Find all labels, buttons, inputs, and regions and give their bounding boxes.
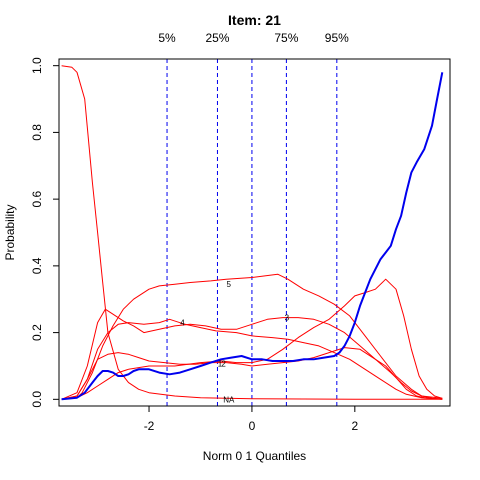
y-tick-label: 1.0 <box>30 57 44 74</box>
quantile-label: 75% <box>274 31 298 45</box>
y-axis-label: Probability <box>3 204 17 260</box>
x-axis-label: Norm 0 1 Quantiles <box>203 449 306 463</box>
y-tick-label: 0.2 <box>30 324 44 341</box>
y-tick-label: 0.0 <box>30 391 44 408</box>
option-curve-5 <box>61 273 443 400</box>
quantile-label: 5% <box>158 31 176 45</box>
x-tick-label: 2 <box>351 419 358 433</box>
x-tick-label: -2 <box>144 419 155 433</box>
item-curve <box>61 72 444 401</box>
quantile-label: 25% <box>205 31 229 45</box>
option-curve-4 <box>61 318 443 400</box>
curve-label: 4 <box>180 319 185 328</box>
curve-label: 3 <box>285 314 290 323</box>
option-curve-NA <box>61 65 443 400</box>
x-tick-label: 0 <box>249 419 256 433</box>
curve-label: NA <box>223 395 235 404</box>
plot-area <box>58 58 451 407</box>
curve-label: 2 <box>221 359 226 368</box>
option-curve-2 <box>61 347 443 400</box>
option-curve-3 <box>61 308 443 400</box>
chart-title: Item: 21 <box>228 12 281 28</box>
quantile-label: 95% <box>325 31 349 45</box>
y-tick-label: 0.8 <box>30 124 44 141</box>
y-tick-label: 0.6 <box>30 190 44 207</box>
y-tick-label: 0.4 <box>30 257 44 274</box>
curve-label: 5 <box>227 280 232 289</box>
curve-label: 1 <box>218 359 223 368</box>
